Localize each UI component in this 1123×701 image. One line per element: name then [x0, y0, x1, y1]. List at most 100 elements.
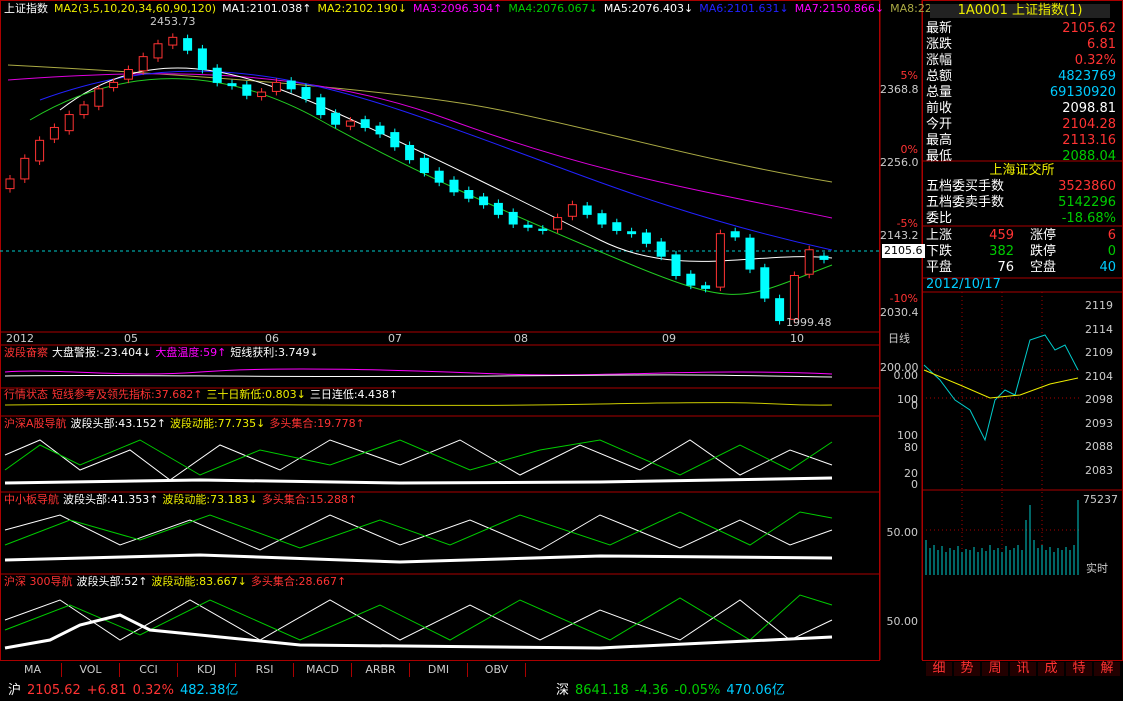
quote-header: 1A0001 上证指数(1)	[930, 4, 1110, 18]
candle	[271, 81, 281, 92]
price-axis-label: 2368.8	[880, 83, 919, 96]
quote-label: 最新	[926, 21, 953, 36]
breadth-label: 下跌	[926, 244, 953, 259]
order-value: 5142296	[1058, 195, 1116, 210]
candle	[730, 231, 740, 238]
candle	[316, 97, 326, 116]
quote-value: 0.32%	[1074, 53, 1116, 68]
panel-title: 波段头部:41.353↑	[63, 493, 159, 506]
breadth-value: 382	[989, 244, 1014, 259]
panel-title: 短线获利:3.749↓	[230, 346, 319, 359]
order-value: 3523860	[1058, 179, 1116, 194]
side-tab[interactable]: 特	[1066, 662, 1092, 676]
candle	[79, 104, 89, 116]
panel-title: 多头集合:15.288↑	[261, 493, 358, 506]
panel-tick: 0.00	[893, 369, 919, 382]
ma-legend: MA6:2101.631↓	[699, 2, 789, 15]
ma-legend: MA2(3,5,10,20,34,60,90,120)	[54, 2, 217, 15]
side-tab[interactable]: 讯	[1010, 662, 1036, 676]
quote-label: 今开	[926, 117, 953, 132]
price-axis-label: 2143.2	[880, 229, 919, 242]
date-label: 05	[124, 332, 138, 345]
panel-title: 短线参考及领先指标:37.682↑	[52, 388, 203, 401]
candle	[715, 233, 725, 288]
quote-value: 2105.62	[1062, 21, 1116, 36]
side-tab[interactable]: 势	[954, 662, 980, 676]
panel-title: 大盘警报:-23.404↓	[52, 346, 152, 359]
panel-title: 波段动能:73.183↓	[162, 493, 258, 506]
date-label: 07	[388, 332, 402, 345]
breadth-label: 跌停	[1030, 244, 1057, 259]
quote-value: 2088.04	[1062, 149, 1116, 164]
candle	[138, 56, 148, 72]
candle	[331, 112, 341, 125]
indicator-tab[interactable]: CCI	[120, 663, 178, 677]
side-tab[interactable]: 成	[1038, 662, 1064, 676]
indicator-tab[interactable]: OBV	[468, 663, 526, 677]
price-axis-label: 2256.0	[880, 156, 919, 169]
indicator-tab[interactable]: RSI	[236, 663, 294, 677]
quote-label: 前收	[926, 101, 953, 116]
panel-title: 中小板导航	[4, 493, 59, 506]
candle	[286, 80, 296, 90]
quote-value: 2113.16	[1062, 133, 1116, 148]
indicator-tab[interactable]: ARBR	[352, 663, 410, 677]
panel-title: 沪深A股导航	[4, 417, 67, 430]
quote-value: 2104.28	[1062, 117, 1116, 132]
status-sz: 470.06亿	[726, 683, 785, 698]
candle	[464, 190, 474, 199]
candle	[153, 43, 163, 59]
status-sz: -4.36	[634, 683, 669, 698]
minute-tick: 2109	[1085, 346, 1113, 359]
candle	[94, 88, 104, 107]
candle	[493, 202, 503, 215]
minute-lines	[923, 334, 1079, 442]
panel-tick: 200.00	[880, 361, 919, 374]
candle	[64, 114, 74, 132]
price-axis-label: 2030.4	[880, 306, 919, 319]
low-label: 1999.48	[786, 316, 832, 329]
candle	[819, 255, 829, 260]
candle	[123, 69, 133, 80]
candle	[627, 231, 637, 235]
panel-title: 波段动能:77.735↓	[169, 417, 266, 430]
candle	[508, 211, 518, 225]
candle	[257, 91, 267, 98]
candle	[804, 249, 814, 275]
side-tab[interactable]: 细	[926, 662, 952, 676]
volume-max: 75237	[1083, 493, 1118, 506]
indicator-tab[interactable]: VOL	[62, 663, 120, 677]
indicator-tab[interactable]: MACD	[294, 663, 352, 677]
price-axis-label: -10%	[889, 292, 918, 305]
minute-tick: 2104	[1085, 369, 1113, 383]
side-tab[interactable]: 解	[1094, 662, 1120, 676]
candle	[434, 170, 444, 183]
minute-tick: 2093	[1085, 416, 1113, 430]
quote-label: 最高	[926, 133, 953, 148]
breadth-label: 空盘	[1030, 260, 1057, 275]
status-sh: 2105.62	[27, 683, 81, 698]
status-sz: 深	[556, 683, 570, 698]
ma-legend: MA7:2150.866↓	[794, 2, 885, 15]
price-axis-label: -5%	[896, 217, 918, 230]
high-label: 2453.73	[150, 15, 196, 28]
panel-tick: 50.00	[886, 526, 919, 539]
candle	[227, 83, 237, 87]
status-sh: 482.38亿	[179, 683, 239, 698]
side-tab[interactable]: 周	[982, 662, 1008, 676]
candle	[35, 139, 45, 162]
candle	[20, 157, 30, 180]
candle	[197, 48, 207, 71]
indicator-tab[interactable]: DMI	[410, 663, 468, 677]
order-label: 五档委卖手数	[926, 195, 1005, 210]
indicator-tab[interactable]: KDJ	[178, 663, 236, 677]
panel-tick: 80	[904, 441, 918, 454]
minute-volume	[925, 500, 1079, 575]
candle	[360, 119, 370, 128]
status-sh: +6.81	[86, 683, 127, 698]
indicator-tab[interactable]: MA	[4, 663, 62, 677]
candle	[301, 87, 311, 99]
quote-value: 2098.81	[1062, 101, 1116, 116]
